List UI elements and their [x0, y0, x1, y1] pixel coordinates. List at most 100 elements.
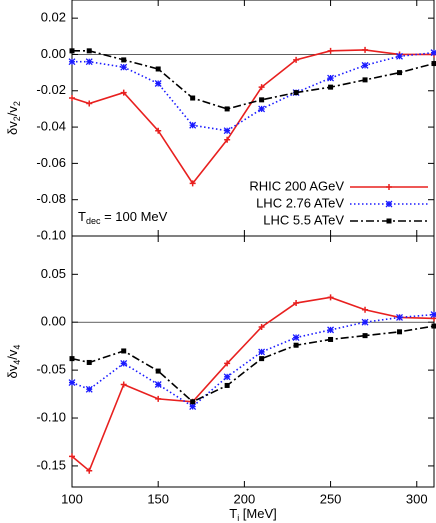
marker — [293, 342, 299, 348]
marker — [396, 313, 403, 321]
marker — [396, 52, 403, 60]
annotation-part: T — [78, 209, 86, 224]
marker — [362, 77, 368, 83]
marker — [120, 89, 127, 96]
annotation-part: dec — [86, 216, 101, 226]
marker — [223, 127, 231, 135]
marker — [258, 348, 266, 356]
marker — [69, 453, 75, 460]
marker — [121, 348, 127, 354]
marker — [258, 84, 265, 91]
marker — [120, 381, 127, 388]
y-tick-label: 0.00 — [41, 46, 66, 61]
plot-frame — [71, 0, 435, 237]
marker — [430, 311, 436, 319]
legend-label: RHIC 200 AGeV — [249, 178, 344, 193]
marker — [386, 218, 392, 224]
marker — [120, 63, 128, 71]
marker — [431, 323, 436, 329]
marker — [68, 58, 76, 66]
x-tick-label: 200 — [234, 491, 256, 506]
marker — [69, 95, 75, 102]
marker — [362, 333, 368, 339]
marker — [258, 324, 265, 331]
marker — [361, 318, 369, 326]
marker — [362, 306, 369, 313]
marker — [224, 382, 230, 388]
marker — [385, 200, 393, 208]
y-tick-label: 0.05 — [41, 266, 66, 281]
marker — [86, 48, 92, 54]
x-axis-label-part: i — [237, 513, 239, 523]
series-line — [71, 49, 434, 185]
y-axis-label-part: 4 — [12, 345, 22, 350]
legend-label: LHC 2.76 ATeV — [256, 195, 344, 210]
x-axis-label: Ti [MeV] — [229, 506, 277, 523]
y-axis-label: δv4/v4 — [5, 345, 22, 379]
y-tick-label: -0.08 — [36, 191, 66, 206]
marker — [327, 294, 334, 301]
y-axis-label-part: /v — [5, 349, 20, 360]
marker — [224, 360, 231, 367]
marker — [224, 106, 230, 112]
y-tick-label: -0.04 — [36, 119, 66, 134]
marker — [328, 336, 334, 342]
series-line — [72, 50, 435, 110]
marker — [86, 100, 93, 107]
marker — [293, 56, 300, 63]
marker — [328, 84, 334, 90]
marker — [86, 467, 93, 474]
marker — [85, 385, 93, 393]
marker — [85, 58, 93, 66]
marker — [259, 97, 265, 103]
marker — [155, 368, 161, 374]
annotation-part: = 100 MeV — [100, 209, 167, 224]
y-tick-label: -0.06 — [36, 155, 66, 170]
marker — [224, 136, 231, 143]
marker — [120, 359, 128, 367]
marker — [397, 70, 403, 76]
y-axis-label-part: /v — [5, 106, 20, 117]
marker — [189, 121, 197, 129]
marker — [189, 403, 197, 410]
marker — [258, 105, 266, 113]
legend-label: LHC 5.5 ATeV — [263, 212, 344, 227]
marker — [155, 66, 161, 72]
y-tick-label: 0.00 — [41, 314, 66, 329]
marker — [155, 395, 162, 402]
y-tick-label: -0.05 — [36, 362, 66, 377]
marker — [86, 359, 92, 365]
y-axis-label-part: δv — [5, 364, 20, 378]
marker — [154, 80, 162, 87]
x-tick-label: 100 — [61, 491, 83, 506]
y-axis-label-part: 2 — [12, 101, 22, 106]
marker — [327, 74, 335, 82]
marker — [361, 61, 369, 69]
y-tick-label: 0.02 — [41, 10, 66, 25]
marker — [386, 184, 392, 190]
y-tick-label: -0.10 — [36, 227, 66, 242]
annotation: Tdec = 100 MeV — [78, 209, 168, 226]
series-line — [71, 296, 435, 473]
x-tick-label: 300 — [406, 491, 428, 506]
marker — [155, 127, 162, 134]
marker — [189, 180, 196, 187]
y-tick-label: -0.02 — [36, 82, 66, 97]
marker — [154, 381, 162, 388]
marker — [223, 373, 231, 381]
y-axis-label-part: 2 — [12, 116, 22, 121]
marker — [293, 90, 299, 96]
marker — [327, 326, 335, 334]
marker — [259, 356, 265, 362]
x-axis-label-part: [MeV] — [239, 506, 277, 521]
marker — [431, 61, 436, 67]
marker — [362, 46, 369, 53]
series-line — [71, 313, 435, 408]
marker — [68, 379, 76, 387]
marker — [69, 48, 75, 54]
y-tick-label: -0.10 — [36, 409, 66, 424]
marker — [190, 95, 196, 101]
marker — [293, 300, 300, 307]
marker — [327, 47, 334, 54]
x-tick-label: 150 — [147, 491, 169, 506]
